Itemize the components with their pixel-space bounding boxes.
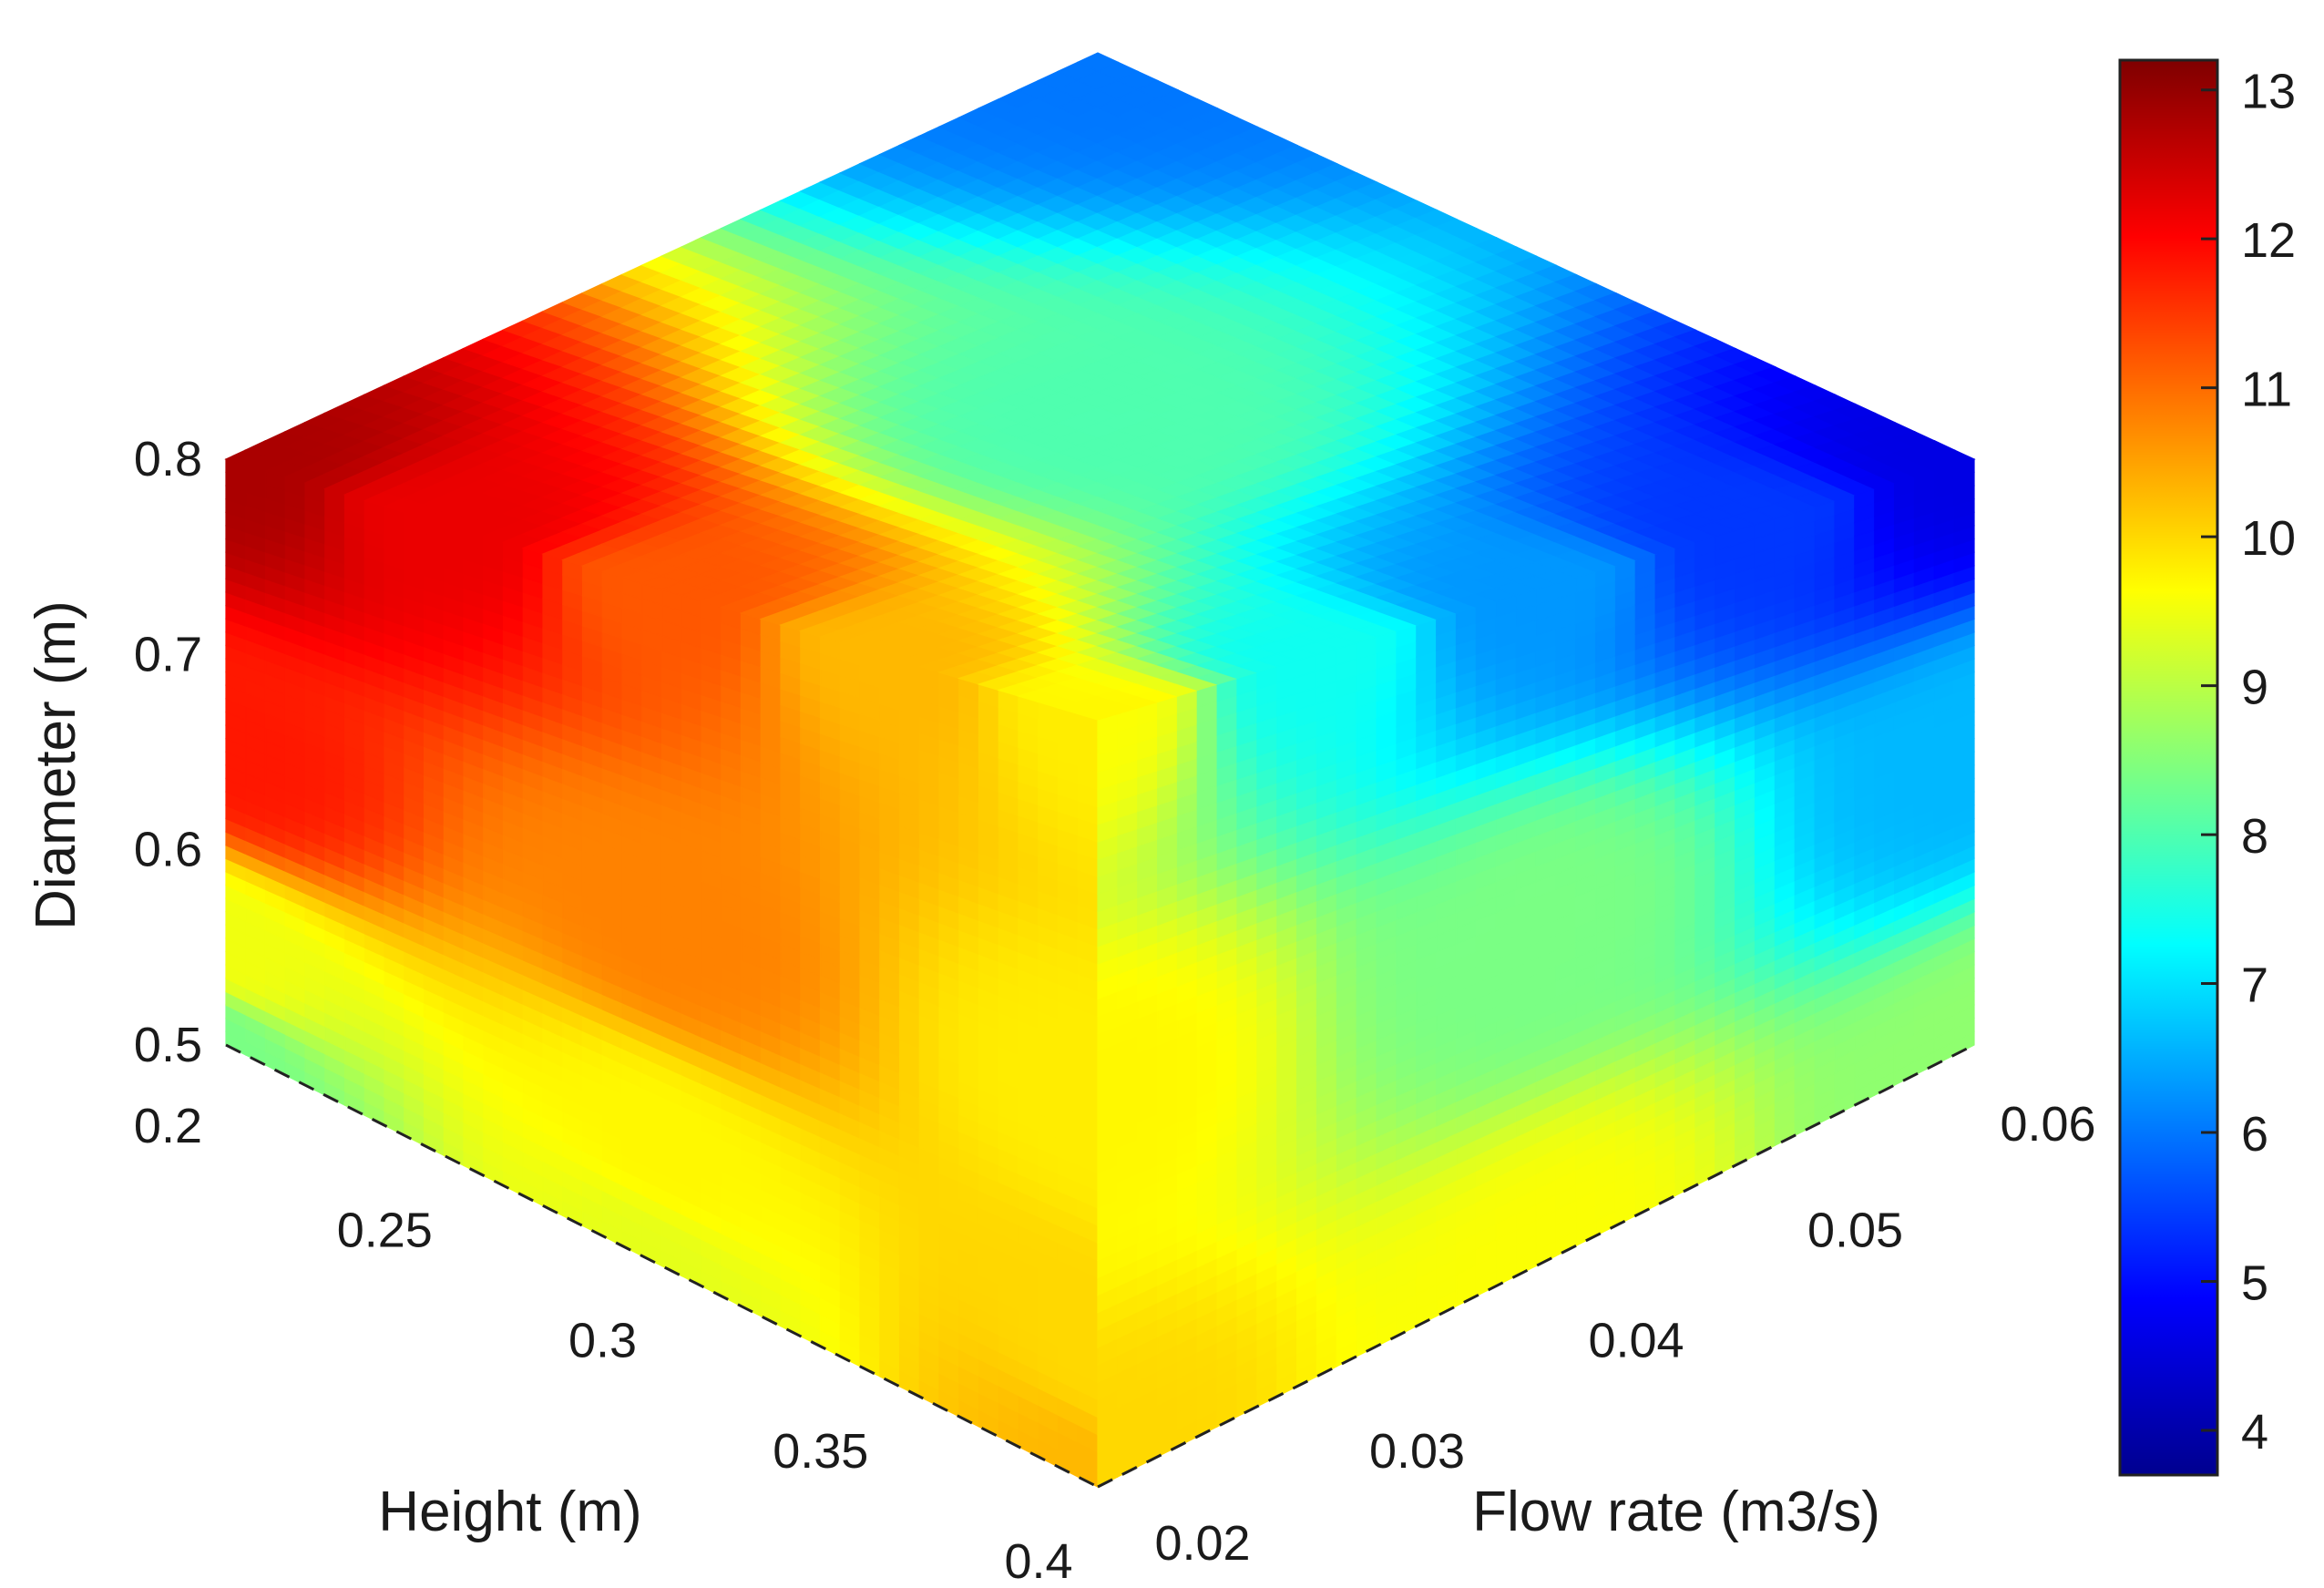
face-flowrate-diameter: [1097, 458, 1975, 1488]
face-height-diameter: [225, 458, 1099, 1488]
cube-faces: [224, 52, 1976, 1488]
